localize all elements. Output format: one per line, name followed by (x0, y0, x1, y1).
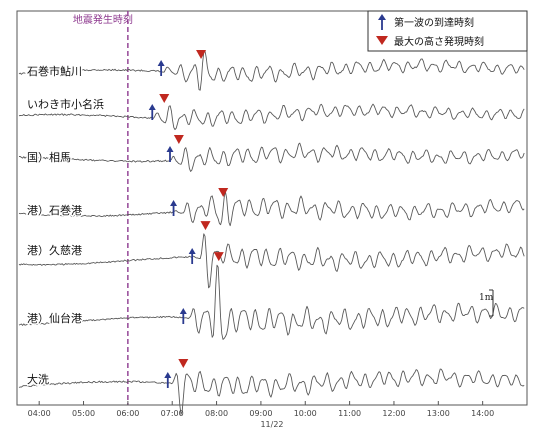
first-wave-arrow-icon (157, 60, 165, 66)
max-height-marker-icon (218, 188, 229, 197)
wave-trace (18, 103, 525, 131)
scale-bar: 1m (479, 289, 494, 317)
x-tick-label: 06:00 (116, 409, 139, 418)
station-label: 港）石巻港 (27, 204, 82, 217)
legend-box (367, 10, 528, 52)
arrival-markers (148, 50, 229, 388)
first-wave-arrow-icon (179, 308, 187, 314)
wave-trace (18, 264, 525, 340)
x-tick-label: 12:00 (382, 409, 405, 418)
wave-trace (18, 50, 525, 91)
station-label: 港）仙台港 (27, 311, 82, 325)
event-time-label: 地震発生時刻 (73, 13, 133, 26)
station-label: 石巻市鮎川 (27, 64, 82, 78)
x-axis-ticks: 04:00 05:00 06:00 07:00 08:00 09:00 10:00 11:00… (28, 401, 494, 418)
x-tick-label: 05:00 (72, 409, 95, 418)
first-wave-arrow-icon (170, 200, 178, 206)
wave-trace (18, 368, 525, 415)
wave-trace (18, 191, 525, 227)
station-label: 大洗 (27, 372, 49, 386)
first-wave-arrow-icon (148, 104, 156, 110)
legend-first-wave-label: 第一波の到達時刻 (394, 16, 474, 29)
x-tick-label: 04:00 (28, 409, 51, 418)
max-height-marker-icon (213, 252, 224, 262)
wave-trace (19, 142, 525, 172)
first-wave-arrow-icon (166, 146, 174, 152)
first-wave-arrow-icon (164, 372, 172, 378)
max-height-marker-icon (159, 94, 170, 103)
max-height-marker-icon (196, 50, 207, 59)
legend-max-height-label: 最大の高さ発現時刻 (394, 35, 484, 48)
x-tick-label: 14:00 (471, 409, 494, 418)
max-height-marker-icon (200, 221, 211, 231)
wave-trace (18, 233, 525, 289)
x-tick-label: 10:00 (294, 409, 317, 418)
x-tick-label: 07:00 (161, 409, 184, 418)
station-label: いわき市小名浜 (27, 97, 104, 111)
x-tick-label: 11:00 (338, 409, 361, 418)
station-label: 港）久慈港 (27, 243, 82, 257)
max-height-legend-icon (376, 36, 388, 45)
max-height-marker-icon (178, 359, 189, 368)
wave-traces (18, 50, 525, 415)
max-height-marker-icon (173, 135, 184, 144)
x-axis-date-label: 11/22 (260, 420, 283, 429)
station-label: 国）相馬 (27, 151, 71, 164)
first-wave-legend-icon (378, 14, 386, 30)
x-tick-label: 09:00 (249, 409, 272, 418)
scale-bar-label: 1m (479, 293, 494, 303)
x-tick-label: 08:00 (205, 409, 228, 418)
x-tick-label: 13:00 (427, 409, 450, 418)
plot-frame (16, 10, 528, 406)
legend: 第一波の到達時刻 最大の高さ発現時刻 (367, 10, 528, 52)
first-wave-arrow-icon (188, 248, 196, 254)
